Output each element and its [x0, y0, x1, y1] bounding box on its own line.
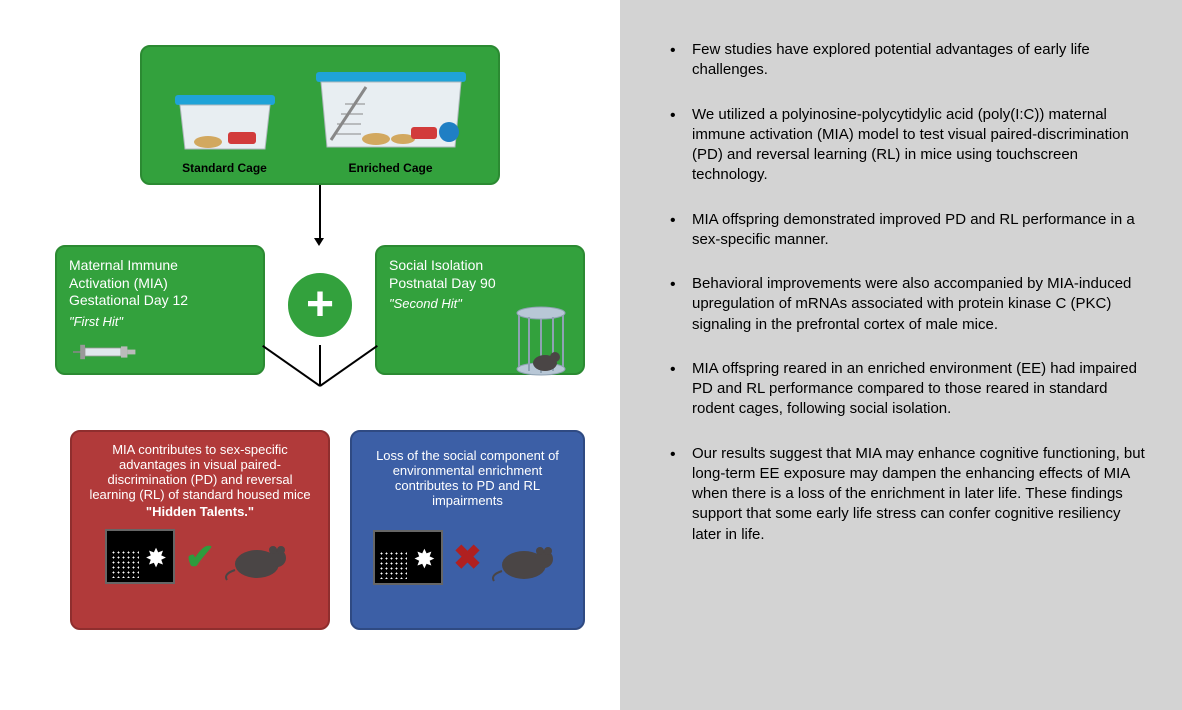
standard-cage: Standard Cage: [170, 77, 280, 175]
diagram-panel: Standard Cage Enriched Cage Maternal I: [0, 0, 620, 710]
mia-line3: Gestational Day 12: [69, 292, 188, 308]
connector-line: [262, 345, 320, 387]
red-emph: "Hidden Talents.": [84, 504, 316, 519]
red-text: MIA contributes to sex-specific advantag…: [84, 442, 316, 502]
mia-line1: Maternal Immune: [69, 257, 178, 273]
red-outcome-box: MIA contributes to sex-specific advantag…: [70, 430, 330, 630]
connector-line: [319, 345, 377, 387]
iso-line1: Social Isolation: [389, 257, 483, 273]
arrowhead-icon: [314, 238, 324, 246]
xmark-icon: ✖: [453, 538, 482, 578]
bullet-list: Few studies have explored potential adva…: [670, 40, 1152, 545]
checkmark-icon: ✔: [185, 536, 215, 578]
syringe-icon: [69, 337, 149, 367]
isolation-cage-icon: [511, 305, 571, 380]
bullet-item: Our results suggest that MIA may enhance…: [670, 444, 1152, 545]
bullet-item: We utilized a polyinosine-polycytidylic …: [670, 105, 1152, 186]
connector-line: [319, 185, 321, 240]
bullet-item: MIA offspring demonstrated improved PD a…: [670, 210, 1152, 251]
enriched-cage: Enriched Cage: [311, 62, 471, 175]
standard-cage-icon: [170, 77, 280, 157]
plus-circle: +: [285, 270, 355, 340]
bullet-item: MIA offspring reared in an enriched envi…: [670, 359, 1152, 420]
standard-cage-label: Standard Cage: [182, 161, 267, 175]
connector-line: [319, 345, 321, 385]
isolation-box: Social Isolation Postnatal Day 90 "Secon…: [375, 245, 585, 375]
bullet-item: Behavioral improvements were also accomp…: [670, 274, 1152, 335]
plus-icon: +: [306, 281, 334, 329]
iso-line2: Postnatal Day 90: [389, 275, 496, 291]
cage-box: Standard Cage Enriched Cage: [140, 45, 500, 185]
bullet-item: Few studies have explored potential adva…: [670, 40, 1152, 81]
mouse-icon: [225, 532, 295, 582]
bullet-panel: Few studies have explored potential adva…: [620, 0, 1182, 710]
enriched-cage-icon: [311, 62, 471, 157]
mia-sub: "First Hit": [69, 314, 251, 329]
mouse-icon: [492, 533, 562, 583]
blue-text: Loss of the social component of environm…: [364, 442, 571, 508]
mia-box: Maternal Immune Activation (MIA) Gestati…: [55, 245, 265, 375]
mia-line2: Activation (MIA): [69, 275, 168, 291]
touchscreen-icon: ✸: [373, 530, 443, 585]
enriched-cage-label: Enriched Cage: [348, 161, 432, 175]
blue-outcome-box: Loss of the social component of environm…: [350, 430, 585, 630]
touchscreen-icon: ✸: [105, 529, 175, 584]
